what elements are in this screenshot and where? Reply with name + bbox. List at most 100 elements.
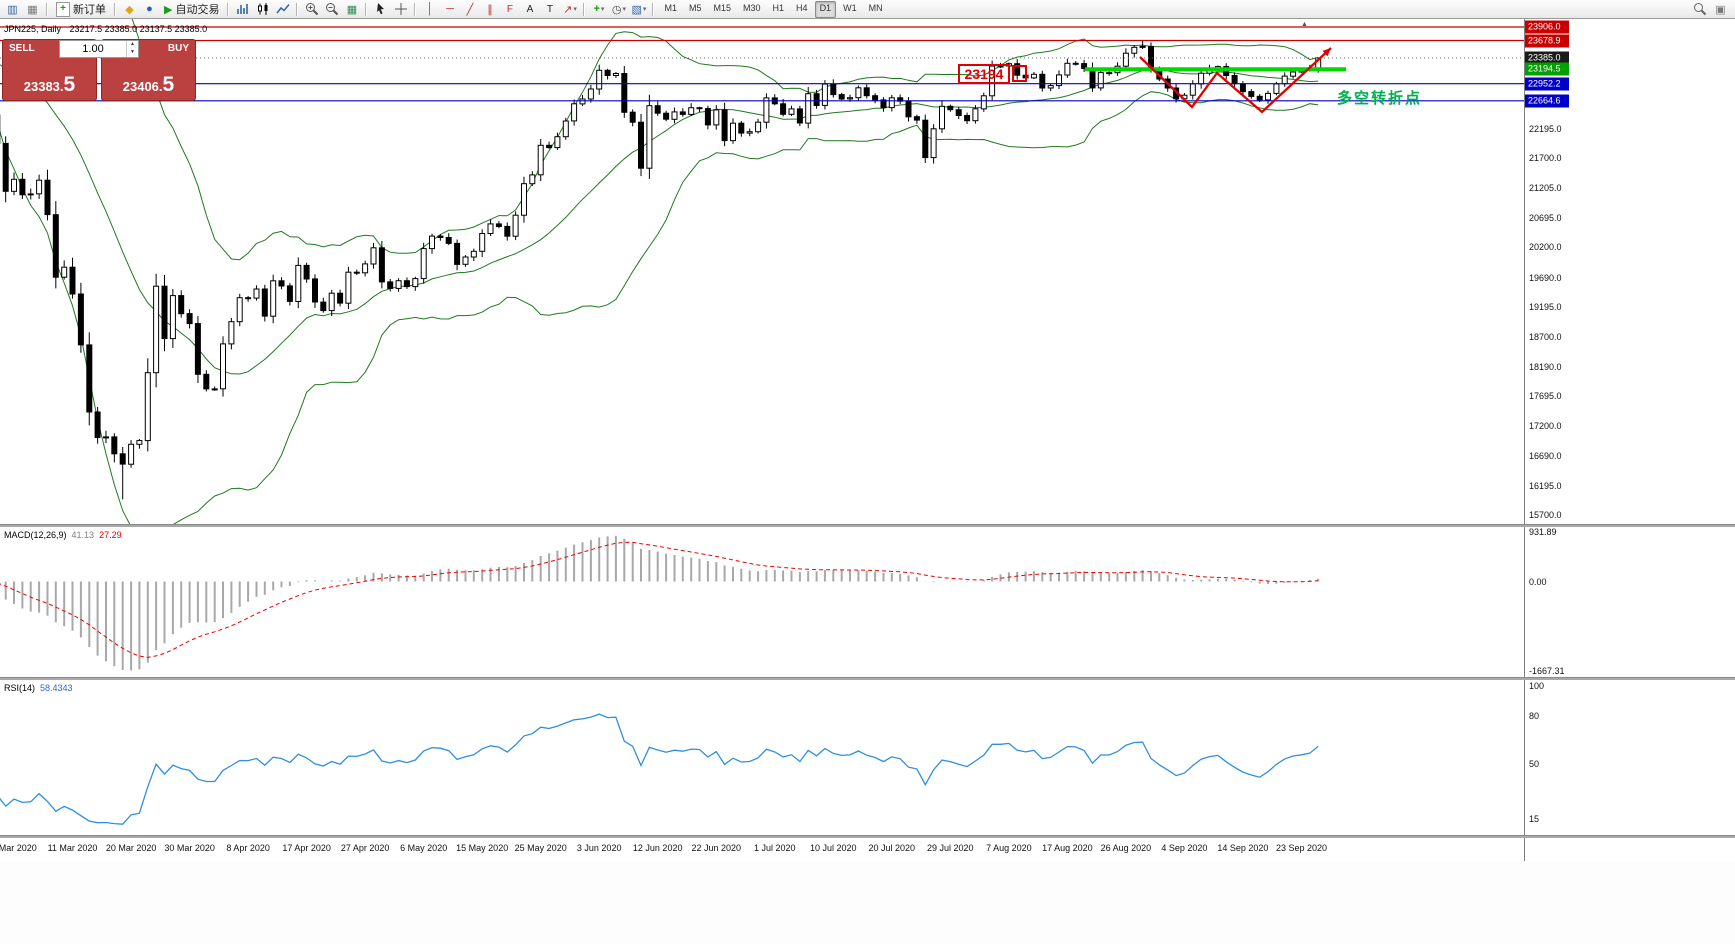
level-lines <box>0 26 1524 102</box>
grid-button[interactable]: ▦ <box>342 1 361 17</box>
macd-panel[interactable]: 931.89 0.00 -1667.31 MACD(12,26,9) 41.13 27.… <box>0 527 1735 677</box>
price-tick-label: 15700.0 <box>1529 509 1562 520</box>
price-tick-label: 20200.0 <box>1529 242 1562 253</box>
timeframe-button-H1[interactable]: H1 <box>772 2 785 13</box>
bar-chart-mode-button[interactable] <box>233 1 252 17</box>
time-axis[interactable]: 2 Mar 2020 11 Mar 2020 20 Mar 2020 30 Mar 2… <box>0 838 1735 861</box>
rsi-panel[interactable]: 100 80 50 15 RSI(14) 58.4343 <box>0 680 1735 835</box>
search-button[interactable] <box>1690 1 1709 17</box>
price-level-label: 23906.0 <box>1525 20 1569 34</box>
new-order-icon: + <box>56 1 70 17</box>
chevron-down-icon: ▾ <box>642 6 647 13</box>
date-tick-label: 20 Mar 2020 <box>105 843 157 853</box>
ask-price: 23406.5 <box>122 73 175 96</box>
profiles-button[interactable]: ▦ <box>23 1 42 17</box>
toolbar-separator <box>365 2 368 16</box>
rsi-chart[interactable] <box>0 680 1524 835</box>
price-tick-label: 19195.0 <box>1529 302 1562 313</box>
periods-button[interactable]: ◷ ▾ <box>609 1 628 17</box>
date-tick-label: 10 Jul 2020 <box>810 843 857 853</box>
hline-icon: ─ <box>446 3 454 15</box>
price-tick-label: 20695.0 <box>1529 212 1562 223</box>
rsi-value: 58.4343 <box>40 683 73 693</box>
vline-icon: │ <box>426 3 434 15</box>
one-click-trading-panel: SELL 23383.5 BUY 23406.5 1.00 ▲ ▼ <box>2 39 196 101</box>
vertical-line-tool[interactable]: │ <box>420 1 439 17</box>
timeframe-button-W1[interactable]: W1 <box>843 2 857 13</box>
arrow-tool-icon: ↗ <box>563 3 573 16</box>
chart-shift-marker[interactable]: ▲ <box>1301 21 1308 28</box>
date-tick-label: 8 Apr 2020 <box>226 843 270 853</box>
clock-icon: ◷ <box>611 3 622 16</box>
buy-button[interactable]: BUY <box>167 43 189 54</box>
toolbar-separator <box>114 2 116 16</box>
trendline-tool[interactable]: ╱ <box>460 1 479 17</box>
panel-splitter[interactable] <box>0 524 1735 527</box>
text-tool[interactable]: A <box>520 1 539 17</box>
panel-splitter[interactable] <box>0 835 1735 838</box>
price-tick-label: 21205.0 <box>1529 182 1562 193</box>
volume-input[interactable]: 1.00 ▲ ▼ <box>59 40 139 58</box>
autotrading-button[interactable]: ▶ 自动交易 <box>160 1 223 17</box>
macd-axis[interactable]: 931.89 0.00 -1667.31 <box>1524 527 1735 677</box>
rsi-axis[interactable]: 100 80 50 15 <box>1524 680 1735 835</box>
new-window-button[interactable]: ▣ <box>1711 1 1730 17</box>
zoom-in-button[interactable] <box>302 1 321 17</box>
timeframe-group: M1 M5 M15 M30 H1 H4 D1 W1 MN <box>658 0 888 18</box>
candle-chart-icon <box>257 3 268 15</box>
label-tool[interactable]: T <box>540 1 559 17</box>
zoom-out-button[interactable] <box>322 1 341 17</box>
price-chart-panel[interactable]: 22195.0 21700.0 21205.0 20695.0 20200.0 19690… <box>0 19 1735 524</box>
price-level-label: 23194.5 <box>1525 62 1569 76</box>
macd-chart[interactable] <box>0 527 1524 677</box>
candle-chart-mode-button[interactable] <box>253 1 272 17</box>
panel-splitter[interactable] <box>0 677 1735 680</box>
gold-button[interactable]: ◆ <box>120 1 139 17</box>
timeframe-button-M15[interactable]: M15 <box>713 2 732 13</box>
timeframe-button-M30[interactable]: M30 <box>743 2 761 13</box>
price-tick-label: 21700.0 <box>1529 153 1562 164</box>
timeframe-button-M1[interactable]: M1 <box>664 2 677 13</box>
timeframe-button-MN[interactable]: MN <box>868 2 883 13</box>
channel-tool[interactable]: ∥ <box>480 1 499 17</box>
indicators-button[interactable]: + ▾ <box>589 1 608 17</box>
timeframe-button-M5[interactable]: M5 <box>688 2 702 13</box>
crosshair-button[interactable] <box>391 1 410 17</box>
sell-button[interactable]: SELL <box>9 43 35 54</box>
price-axis[interactable]: 22195.0 21700.0 21205.0 20695.0 20200.0 19690… <box>1524 19 1735 524</box>
timeframe-button-D1[interactable]: D1 <box>814 0 837 18</box>
templates-button[interactable]: ▧ ▾ <box>629 1 648 17</box>
arrows-tool[interactable]: ↗ ▾ <box>560 1 579 17</box>
cursor-button[interactable] <box>371 1 390 17</box>
horizontal-line-tool[interactable]: ─ <box>440 1 459 17</box>
rsi-tick-label: 15 <box>1529 814 1540 825</box>
market-watch-button[interactable]: ● <box>140 1 159 17</box>
chevron-down-icon: ▾ <box>600 6 605 13</box>
candlestick-chart[interactable] <box>0 19 1524 524</box>
main-toolbar: ▥ ▦ + 新订单 ◆ ● ▶ 自动交易 ▦ <box>0 0 1735 19</box>
new-window-icon: ▣ <box>1715 3 1726 16</box>
autotrading-label: 自动交易 <box>175 4 220 16</box>
crosshair-icon <box>394 3 407 15</box>
toolbar-separator <box>46 2 48 16</box>
price-tick-label: 16690.0 <box>1529 451 1562 461</box>
date-tick-label: 22 Jun 2020 <box>691 843 742 853</box>
line-chart-icon <box>276 4 290 14</box>
new-chart-button[interactable]: ▥ <box>3 1 22 17</box>
price-level-label: 22664.6 <box>1525 94 1569 108</box>
date-tick-label: 26 Aug 2020 <box>1100 843 1152 853</box>
timeframe-button-H4[interactable]: H4 <box>796 2 808 13</box>
fibonacci-tool[interactable]: F <box>500 1 519 17</box>
chart-ohlc-info: JPN225, Daily 23217.5 23385.0 23137.5 23… <box>4 24 213 34</box>
toolbar-separator <box>583 2 586 16</box>
volume-up-button[interactable]: ▲ <box>130 41 135 47</box>
line-chart-mode-button[interactable] <box>273 1 292 17</box>
candles <box>0 39 1322 500</box>
date-tick-label: 27 Apr 2020 <box>340 843 390 853</box>
price-tick-label: 19690.0 <box>1529 272 1562 283</box>
date-tick-label: 4 Sep 2020 <box>1161 843 1208 853</box>
date-tick-label: 23 Sep 2020 <box>1275 843 1328 853</box>
new-order-button[interactable]: + 新订单 <box>52 1 110 17</box>
volume-down-button[interactable]: ▼ <box>130 49 135 55</box>
rsi-line <box>0 713 1319 825</box>
